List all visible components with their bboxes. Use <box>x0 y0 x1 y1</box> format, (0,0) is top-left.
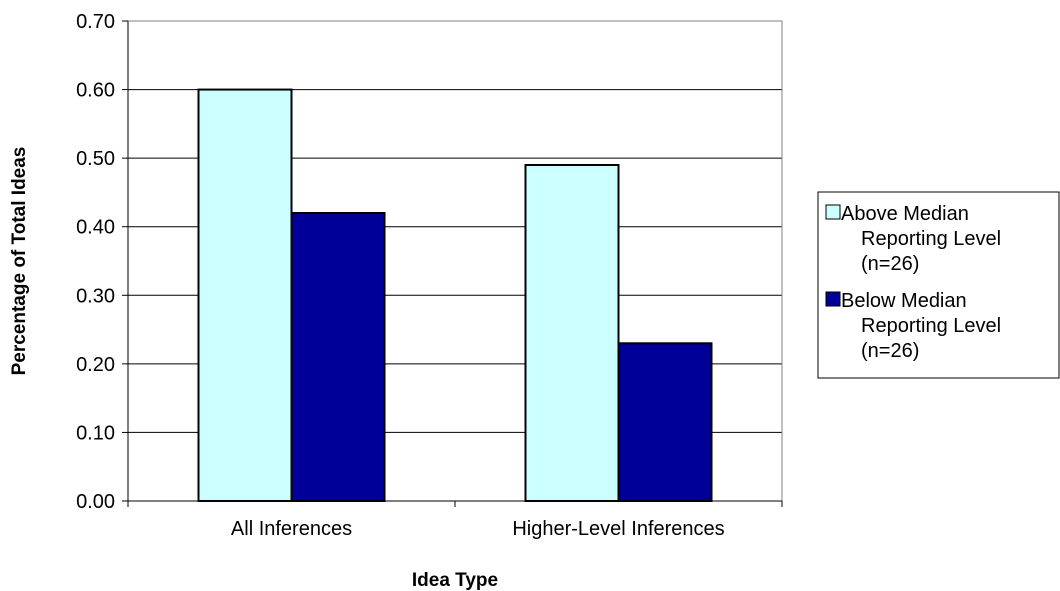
y-tick-label: 0.00 <box>76 491 115 513</box>
legend-label: Reporting Level <box>861 228 1001 250</box>
x-category-label: All Inferences <box>231 518 352 540</box>
legend-swatch <box>825 291 841 307</box>
y-tick-labels: 0.00 0.10 0.20 0.30 0.40 0.50 0.60 0.70 <box>76 11 115 513</box>
x-axis-title: Idea Type <box>412 570 498 591</box>
legend-label: (n=26) <box>861 253 919 275</box>
bar-above-median <box>524 164 620 502</box>
x-category-labels: All Inferences Higher-Level Inferences <box>231 518 725 540</box>
bar-above-median <box>197 88 293 502</box>
y-tick-label: 0.60 <box>76 80 115 102</box>
y-tick-label: 0.70 <box>76 11 115 33</box>
legend-swatch <box>825 204 841 220</box>
bar-below-median <box>290 212 386 502</box>
legend-label: Below Median <box>841 290 967 312</box>
y-axis-title: Percentage of Total Ideas <box>9 147 30 376</box>
y-tick-label: 0.30 <box>76 285 115 307</box>
legend-label: Reporting Level <box>861 315 1001 337</box>
legend: Above Median Reporting Level (n=26) Below M… <box>817 191 1060 379</box>
y-tick-label: 0.40 <box>76 217 115 239</box>
y-tick-label: 0.20 <box>76 354 115 376</box>
legend-label: Above Median <box>841 203 969 225</box>
legend-label: (n=26) <box>861 340 919 362</box>
x-category-label: Higher-Level Inferences <box>512 518 724 540</box>
legend-box <box>817 191 1060 379</box>
y-tick-label: 0.50 <box>76 148 115 170</box>
bar-below-median <box>617 342 713 502</box>
y-tick-label: 0.10 <box>76 422 115 444</box>
axes <box>122 20 783 507</box>
